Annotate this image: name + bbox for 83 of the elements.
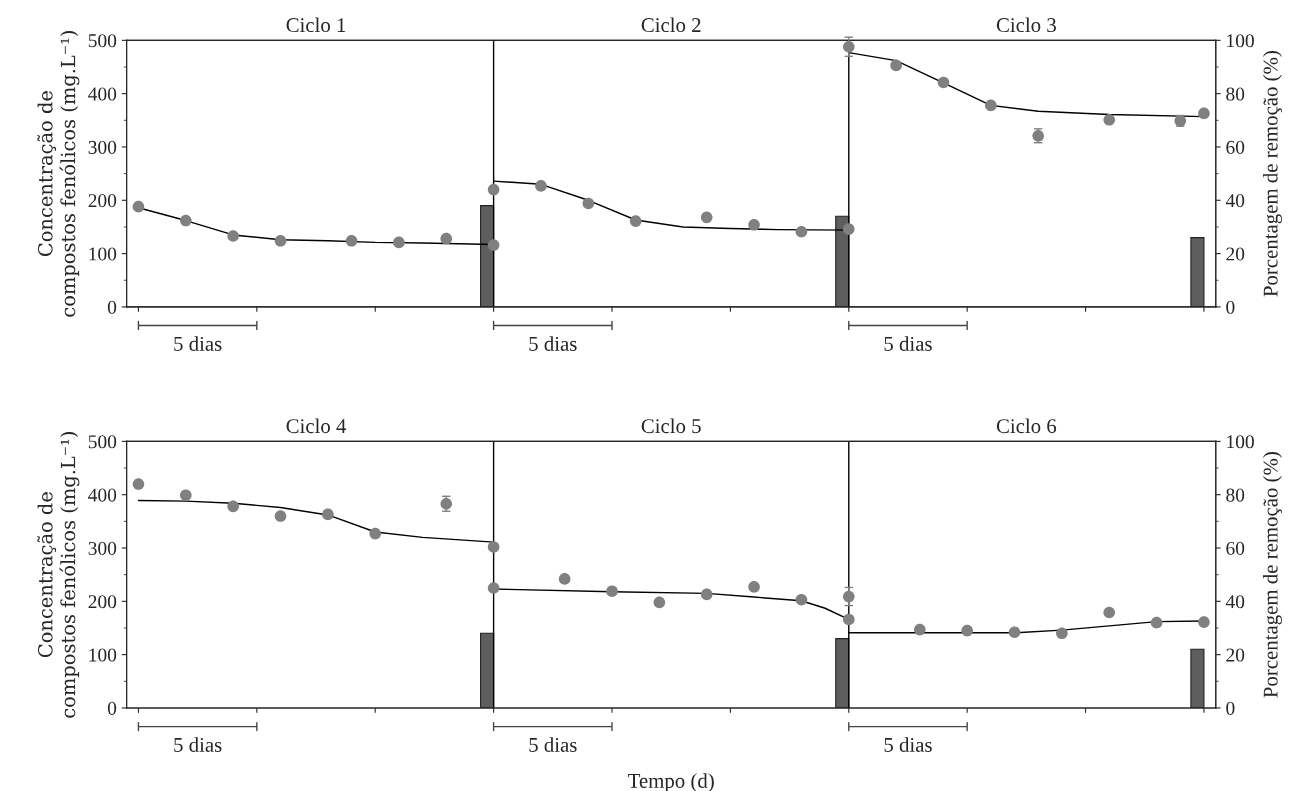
point	[1008, 626, 1021, 639]
y2-axis-title: Porcentagem de remoção (%)	[1262, 452, 1282, 698]
y2-tick-label: 60	[1226, 140, 1245, 154]
point	[795, 225, 808, 238]
y2-tick-label: 80	[1226, 488, 1245, 502]
point	[345, 234, 358, 247]
point	[748, 219, 760, 231]
point	[440, 232, 453, 245]
point	[180, 214, 192, 227]
text: 5 dias	[884, 336, 932, 351]
point	[653, 596, 666, 609]
text: Ciclo 6	[996, 418, 1057, 434]
y-tick-label: 100	[89, 247, 117, 261]
point	[985, 99, 997, 112]
text: 5 dias	[529, 737, 577, 752]
y2-tick-label: 0	[1226, 701, 1235, 715]
point	[393, 236, 405, 249]
point	[961, 624, 973, 637]
point	[1198, 616, 1210, 628]
point	[487, 541, 500, 553]
point	[132, 478, 145, 490]
text: 5 dias	[529, 336, 577, 351]
point	[487, 239, 500, 251]
y-tick-label: 100	[89, 648, 117, 662]
point	[748, 581, 760, 593]
point	[180, 489, 192, 502]
point	[1150, 616, 1163, 629]
text: Ciclo 1	[286, 17, 346, 33]
text: Ciclo 2	[641, 17, 701, 33]
y2-tick-label: 0	[1226, 300, 1235, 314]
y-tick-label: 200	[88, 194, 117, 208]
y2-tick-label: 40	[1225, 194, 1245, 208]
text: Ciclo 5	[641, 418, 701, 434]
y2-tick-label: 60	[1226, 541, 1245, 555]
point	[558, 573, 571, 585]
text: Ciclo 4	[286, 418, 347, 434]
y-tick-label: 500	[88, 34, 117, 48]
y2-tick-label: 80	[1226, 87, 1245, 101]
text: 5 dias	[884, 737, 932, 752]
point	[914, 623, 926, 636]
point	[842, 223, 855, 235]
y2-tick-label: 100	[1227, 34, 1254, 48]
y-tick-label: 0	[107, 701, 117, 715]
point	[582, 197, 595, 210]
text: 5 dias	[174, 737, 222, 752]
point	[1103, 606, 1116, 619]
y-axis-title: Concentração de compostos fenólicos (mg.L⁻¹)	[37, 31, 80, 317]
point	[890, 59, 902, 72]
point	[274, 234, 287, 247]
point	[535, 180, 547, 192]
y2-tick-label: 20	[1226, 648, 1245, 662]
point	[487, 582, 500, 594]
point	[629, 215, 642, 227]
text: Ciclo 3	[996, 17, 1056, 33]
y2-tick-label: 40	[1225, 595, 1245, 609]
y-tick-label: 400	[88, 488, 117, 502]
y2-tick-label: 100	[1227, 435, 1254, 449]
point	[274, 510, 287, 522]
y-axis-title: Concentração de compostos fenólicos (mg.L⁻¹)	[37, 432, 80, 718]
point	[132, 200, 145, 213]
y-tick-label: 300	[88, 541, 117, 555]
point	[1103, 113, 1116, 126]
y-tick-label: 300	[88, 140, 117, 154]
y2-tick-label: 20	[1226, 247, 1245, 261]
y-tick-label: 400	[88, 87, 117, 101]
y-tick-label: 200	[88, 595, 117, 609]
point	[842, 613, 855, 626]
y-tick-label: 0	[107, 300, 117, 314]
point	[487, 183, 500, 196]
text: 5 dias	[174, 336, 222, 351]
y2-axis-title: Porcentagem de remoção (%)	[1262, 51, 1282, 297]
point	[227, 230, 239, 242]
point	[937, 76, 950, 89]
point	[700, 588, 713, 601]
point	[322, 508, 334, 521]
point	[1056, 627, 1068, 640]
point	[227, 500, 239, 513]
point	[795, 593, 808, 606]
y-tick-label: 500	[88, 435, 117, 449]
point	[700, 211, 713, 224]
point	[1198, 107, 1210, 120]
point	[369, 527, 382, 540]
point	[606, 585, 618, 597]
